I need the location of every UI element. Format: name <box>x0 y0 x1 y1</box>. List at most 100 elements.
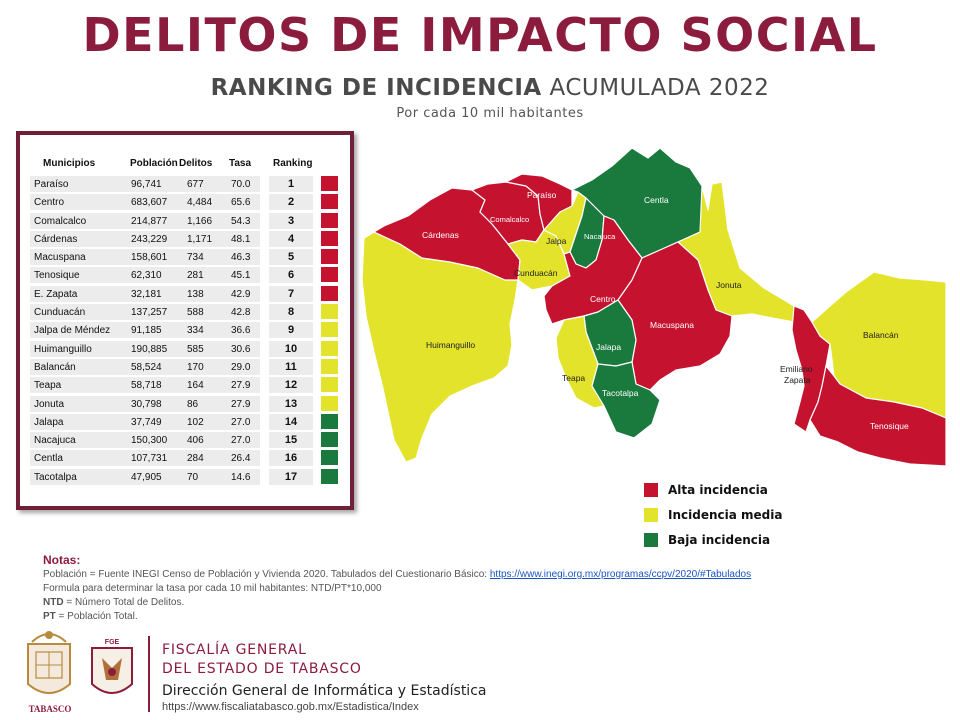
map-label-cardenas: Cárdenas <box>422 230 459 240</box>
inegi-link[interactable]: https://www.inegi.org.mx/programas/ccpv/… <box>489 569 752 580</box>
subtitle-bold: RANKING DE INCIDENCIA <box>210 75 542 101</box>
legend-label: Alta incidencia <box>668 483 768 497</box>
cell-ranking: 17 <box>269 468 313 485</box>
cell-delitos: 585 <box>187 343 204 355</box>
cell-poblacion: 190,885 <box>131 343 168 355</box>
cell-poblacion: 47,905 <box>131 471 162 483</box>
map-label-emiliano: Emiliano <box>780 364 813 374</box>
map-label-centla: Centla <box>644 195 669 205</box>
table-row: Balancán 58,524 170 29.0 11 <box>30 358 338 376</box>
col-ranking: Ranking <box>273 158 313 169</box>
cell-ranking: 2 <box>269 194 313 211</box>
cell-tasa: 27.0 <box>231 416 251 428</box>
cell-ranking: 11 <box>269 358 313 375</box>
cell-ranking: 16 <box>269 450 313 467</box>
cell-ranking: 8 <box>269 304 313 321</box>
cell-delitos: 281 <box>187 270 204 282</box>
ranking-table: Municipios Población Delitos Tasa Rankin… <box>16 131 354 510</box>
row-background <box>30 176 260 192</box>
incidence-swatch <box>321 450 338 466</box>
cell-tasa: 27.9 <box>231 398 251 410</box>
cell-municipio: Comalcalco <box>34 215 87 227</box>
cell-municipio: Centla <box>34 453 63 465</box>
cell-delitos: 138 <box>187 288 204 300</box>
cell-tasa: 30.6 <box>231 343 251 355</box>
cell-tasa: 65.6 <box>231 197 251 209</box>
cell-delitos: 102 <box>187 416 204 428</box>
col-municipios: Municipios <box>43 158 96 169</box>
cell-municipio: Jalapa <box>34 416 64 428</box>
cell-ranking: 3 <box>269 212 313 229</box>
cell-delitos: 86 <box>187 398 199 410</box>
cell-municipio: Jonuta <box>34 398 65 410</box>
table-row: Cunduacán 137,257 588 42.8 8 <box>30 303 338 321</box>
page-subtitle: RANKING DE INCIDENCIA ACUMULADA 2022 <box>0 75 960 101</box>
table-body: Paraíso 96,741 677 70.0 1 Centro 683,607 4,484 6… <box>30 175 338 486</box>
cell-poblacion: 58,524 <box>131 361 162 373</box>
map-label-zapata: Zapata <box>784 375 811 385</box>
table-row: Centro 683,607 4,484 65.6 2 <box>30 193 338 211</box>
cell-delitos: 406 <box>187 435 204 447</box>
map-label-paraiso: Paraíso <box>527 190 557 200</box>
table-row: Centla 107,731 284 26.4 16 <box>30 449 338 467</box>
cell-municipio: Nacajuca <box>34 435 76 447</box>
cell-tasa: 27.0 <box>231 435 251 447</box>
row-background <box>30 194 260 211</box>
incidence-swatch <box>321 212 338 228</box>
row-background <box>30 267 260 284</box>
cell-ranking: 14 <box>269 413 313 430</box>
row-background <box>30 432 260 449</box>
row-background <box>30 413 260 430</box>
map-label-macuspana: Macuspana <box>650 320 694 330</box>
incidence-swatch <box>321 413 338 429</box>
incidence-swatch <box>321 176 338 191</box>
notes-line-1: Población = Fuente INEGI Censo de Poblac… <box>43 568 943 582</box>
legend-swatch <box>644 533 658 547</box>
incidence-swatch <box>321 358 338 374</box>
cell-tasa: 36.6 <box>231 325 251 337</box>
cell-municipio: Jalpa de Méndez <box>34 325 111 337</box>
table-row: Jalapa 37,749 102 27.0 14 <box>30 413 338 431</box>
row-background <box>30 285 260 302</box>
cell-municipio: Huimanguillo <box>34 343 92 355</box>
cell-ranking: 5 <box>269 249 313 266</box>
cell-ranking: 12 <box>269 377 313 394</box>
cell-municipio: Balancán <box>34 361 76 373</box>
cell-poblacion: 243,229 <box>131 233 168 245</box>
map-label-jonuta: Jonuta <box>716 280 742 290</box>
notes-line-1-text: Población = Fuente INEGI Censo de Poblac… <box>43 569 490 580</box>
cell-poblacion: 62,310 <box>131 270 162 282</box>
notes-ntd-abbr: NTD <box>43 597 64 608</box>
cell-ranking: 6 <box>269 267 313 284</box>
cell-poblacion: 158,601 <box>131 252 168 264</box>
cell-municipio: Paraíso <box>34 179 69 190</box>
fiscalia-url[interactable]: https://www.fiscaliatabasco.gob.mx/Estad… <box>162 701 419 713</box>
fiscalia-logo-caption: FGE <box>105 639 120 646</box>
row-background <box>30 304 260 321</box>
incidence-swatch <box>321 432 338 448</box>
cell-ranking: 7 <box>269 285 313 302</box>
cell-tasa: 27.9 <box>231 380 251 392</box>
table-row: E. Zapata 32,181 138 42.9 7 <box>30 285 338 303</box>
cell-tasa: 42.8 <box>231 307 251 319</box>
cell-ranking: 9 <box>269 322 313 339</box>
cell-poblacion: 107,731 <box>131 453 168 465</box>
incidence-swatch <box>321 230 338 246</box>
cell-delitos: 284 <box>187 453 204 465</box>
map-label-nacajuca: Nacajuca <box>584 232 616 241</box>
cell-ranking: 4 <box>269 230 313 247</box>
cell-ranking: 1 <box>269 176 313 192</box>
cell-delitos: 1,166 <box>187 215 213 227</box>
row-background <box>30 395 260 412</box>
tabasco-map: Cárdenas Paraíso Comalcalco Jalpa Nacaju… <box>361 147 947 467</box>
legend-swatch <box>644 483 658 497</box>
cell-poblacion: 96,741 <box>131 179 162 190</box>
cell-tasa: 46.3 <box>231 252 251 264</box>
notes-pt-abbr: PT <box>43 611 56 622</box>
cell-municipio: Tenosique <box>34 270 80 282</box>
cell-tasa: 14.6 <box>231 471 251 483</box>
incidence-swatch <box>321 322 338 338</box>
tabasco-seal-logo <box>27 631 71 694</box>
cell-ranking: 13 <box>269 395 313 412</box>
notes-title: Notas: <box>43 553 81 567</box>
